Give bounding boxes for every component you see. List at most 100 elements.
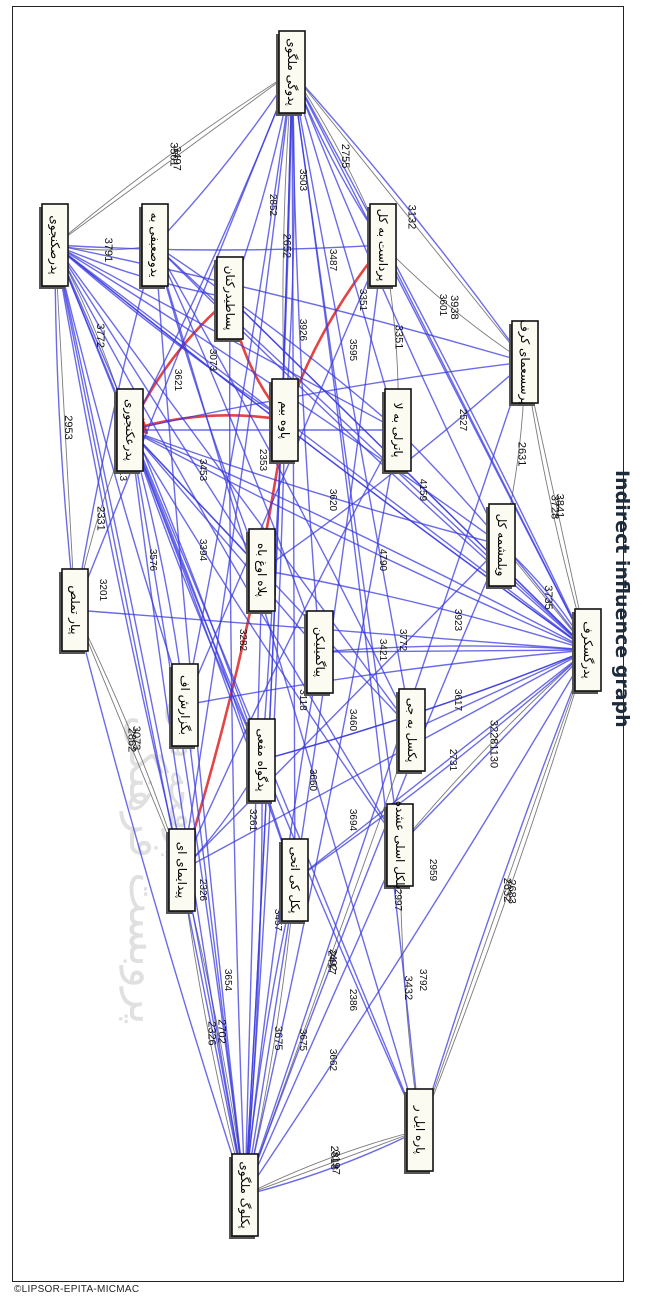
edge-weak <box>244 1129 421 1196</box>
edge-strong <box>319 645 589 655</box>
node-n3[interactable]: یدوصعبفی به <box>139 203 169 289</box>
edge-strong <box>288 71 421 1131</box>
node-box <box>248 528 276 612</box>
node-n5[interactable]: پرداست به کل <box>367 203 397 289</box>
node-label: بگزارش اف <box>177 675 192 735</box>
edge-label: 2818 <box>328 1146 340 1170</box>
edge-strong <box>54 244 589 651</box>
node-box <box>271 378 299 462</box>
edge-strong <box>54 244 286 421</box>
edge-label: 3675 <box>297 1029 308 1052</box>
edge-strong <box>181 544 503 871</box>
edge-strong <box>229 297 589 651</box>
node-n1[interactable]: پدوگی ملگوی <box>276 30 306 116</box>
edge-label: 2997 <box>392 889 403 912</box>
node-box <box>488 503 516 587</box>
node-n2[interactable]: پدرصکنجوی <box>39 203 69 289</box>
nodes-layer: پدوگی ملگوی پدرصکنجوی یدوصعبفی به پساطیدرکن… <box>39 30 602 1239</box>
edge-label: 3118 <box>297 689 308 711</box>
edge-weak <box>419 649 589 1131</box>
edge-strong <box>52 244 246 1196</box>
edge-label: 3497 <box>171 146 183 170</box>
node-label: پرداست به کل <box>375 209 390 282</box>
edge-strong <box>54 244 248 1196</box>
edge-label: 2755 <box>339 144 351 168</box>
node-n9[interactable]: پاترلی به لا <box>382 388 412 474</box>
edge-label: 3501 <box>168 142 180 166</box>
edge-label: 3073 <box>207 349 218 372</box>
node-n21[interactable]: پاره ایل ر <box>404 1088 434 1174</box>
edge-label: 3421 <box>377 639 388 662</box>
node-n11[interactable]: پلاه اوغ باه <box>246 528 276 614</box>
edge-strong <box>154 244 589 651</box>
edge-label: 3792 <box>417 969 428 992</box>
edge-strong <box>129 429 249 1196</box>
edge-label: 2353 <box>257 449 268 472</box>
node-n19[interactable]: پیدایمای ای <box>166 828 196 914</box>
edge-weak <box>419 649 589 1131</box>
edge-label: 2652 <box>281 234 293 258</box>
edge-label: 2631 <box>515 442 527 466</box>
edge-label: 2326 <box>197 879 208 902</box>
node-box <box>231 1153 259 1237</box>
node-n13[interactable]: پدرگسکرف <box>572 608 602 694</box>
node-label: پلاه اوغ باه <box>254 543 269 597</box>
node-label: بلکل اسلی عشده <box>393 801 407 889</box>
edge-strong <box>290 71 503 546</box>
node-n20[interactable]: پکل کی اتحی <box>279 838 309 924</box>
edge-label: 3197 <box>330 1150 342 1174</box>
copyright-caption: ©LIPSOR-EPITA-MICMAC <box>14 1284 140 1295</box>
edge-label: 3694 <box>347 809 358 832</box>
edge-label: 3457 <box>272 909 283 932</box>
edge-strong <box>74 609 247 1196</box>
edge-strong <box>287 71 321 653</box>
node-n7[interactable]: پدرعکنجوری <box>114 388 144 474</box>
node-label: پرسسعمای کرف <box>517 319 532 404</box>
node-label: یدوصعبفی به <box>147 213 162 278</box>
node-n15[interactable]: بگزارش اف <box>169 663 199 749</box>
edge-label: 3595 <box>347 339 358 362</box>
node-label: پاوه بیم <box>277 401 292 439</box>
edge-label: 4790 <box>377 549 388 572</box>
node-label: پاترلی به لا <box>390 403 405 458</box>
node-n22[interactable]: پکلوگ ملگوی <box>229 1153 259 1239</box>
edge-label: 3073 <box>130 726 142 750</box>
edge-label: 3576 <box>147 549 158 572</box>
edge-strong <box>54 241 384 251</box>
node-n17[interactable]: پکسل به جی <box>396 688 426 774</box>
edge-strong <box>244 649 589 1196</box>
edge-strong <box>54 242 526 363</box>
edge-strong <box>241 759 263 1196</box>
node-label: پکلوگ ملگوی <box>237 1161 252 1228</box>
edge-label: 4159 <box>417 479 428 502</box>
edge-strong <box>129 429 589 651</box>
edge-label: 3201 <box>97 579 108 602</box>
node-n4[interactable]: پساطیدرکنان <box>214 256 244 342</box>
node-n12[interactable]: ویلمشمه کل <box>486 503 516 589</box>
edge-strong <box>294 649 589 881</box>
node-label: پدوگی ملگوی <box>284 38 299 106</box>
edge-strong <box>399 649 589 846</box>
edge-label: 3662 <box>327 1049 338 1072</box>
node-label: ویلمشمه کل <box>494 514 509 577</box>
edge-strong <box>53 244 421 1131</box>
edge-weak <box>54 244 78 611</box>
node-label: پدرصکنجوی <box>47 215 62 274</box>
node-n10[interactable]: پیار تملص <box>59 568 89 654</box>
node-n18[interactable]: بلکل اسلی عشده <box>384 801 414 889</box>
node-n8[interactable]: پاوه بیم <box>269 378 299 464</box>
node-n14[interactable]: پیاگمیلیکن <box>304 610 334 696</box>
edge-weak <box>382 244 526 363</box>
edge-label: 3791 <box>102 238 114 262</box>
edge-strong <box>129 428 503 546</box>
edge-strong <box>74 244 158 611</box>
node-label: پکل کی اتحی <box>288 847 302 914</box>
edge-strong <box>154 244 321 653</box>
edge-strong <box>129 71 294 431</box>
node-n6[interactable]: پرسسعمای کرف <box>509 319 539 406</box>
edge-strong <box>129 429 589 651</box>
edge-label: 2331 <box>95 506 107 530</box>
node-n16[interactable]: پدگواه مفعی <box>246 718 276 804</box>
edge-strong <box>129 429 401 846</box>
edge-label: 2702 <box>215 1019 227 1043</box>
